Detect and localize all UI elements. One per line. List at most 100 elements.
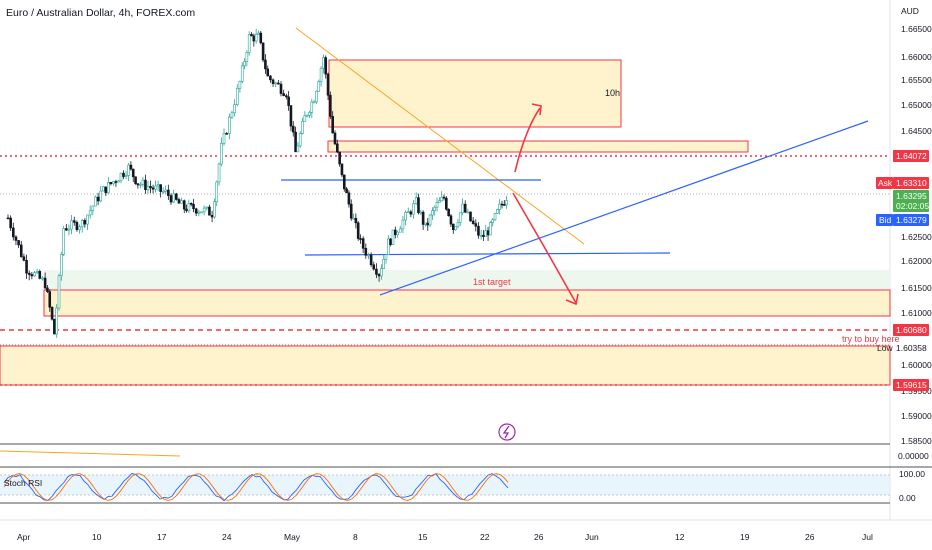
candle [33, 272, 36, 277]
candle [149, 186, 152, 189]
first-target-zone [43, 289, 891, 317]
candle [428, 214, 432, 226]
candle [414, 197, 418, 204]
candle [129, 164, 133, 170]
candle [208, 206, 211, 216]
candle [127, 164, 130, 176]
candle [30, 274, 34, 277]
stoch-tick-100: 100.00 [899, 469, 925, 479]
tag-160680: 1.60680 [893, 324, 929, 336]
candle [131, 168, 135, 178]
candle [119, 172, 123, 182]
candle [109, 182, 113, 185]
indicator-tick: 0.00000 [898, 451, 929, 461]
stoch-tick-0: 0.00 [899, 493, 916, 503]
candle [482, 234, 485, 237]
candle [180, 200, 183, 204]
candle [458, 212, 462, 223]
candle [361, 238, 365, 249]
candle [200, 211, 203, 214]
candle [46, 287, 49, 292]
date-label: Apr [17, 532, 30, 542]
candle [22, 256, 26, 261]
candle [454, 226, 457, 231]
candle [369, 254, 373, 266]
candle [41, 277, 44, 280]
tag-last-price: 1.63295 02:02:05 [893, 190, 929, 212]
date-label: Jul [862, 532, 873, 542]
candle [261, 42, 265, 61]
candle [469, 211, 472, 222]
candle [225, 133, 228, 135]
price-tick: 1.59000 [901, 411, 932, 421]
candle [169, 195, 173, 203]
candle [474, 223, 478, 227]
candle [377, 274, 381, 277]
candle [359, 238, 362, 240]
lightning-icon[interactable] [498, 423, 516, 441]
candle [305, 114, 309, 117]
candle [19, 244, 23, 258]
candle [43, 277, 47, 289]
candle [235, 88, 239, 106]
candle [419, 211, 423, 214]
candle [451, 223, 455, 231]
zone-10h-label: 10h [605, 88, 620, 98]
stoch-d-line [3, 473, 509, 501]
candle [94, 196, 97, 207]
date-label: 12 [675, 532, 685, 542]
candle [486, 230, 490, 236]
svg-text:02:02:05: 02:02:05 [896, 201, 929, 211]
candle [269, 75, 272, 81]
date-label: Jun [585, 532, 599, 542]
svg-text:1.63310: 1.63310 [896, 178, 927, 188]
candle [303, 115, 307, 122]
candle [445, 197, 448, 210]
candle [80, 220, 84, 228]
candle [296, 145, 300, 153]
first-target-label: 1st target [473, 277, 511, 287]
bullish-arrow-head [531, 103, 542, 116]
candle [124, 175, 128, 177]
candle [220, 143, 223, 165]
candle [336, 143, 339, 153]
candle [349, 203, 353, 219]
candle [65, 228, 68, 231]
date-axis[interactable]: Apr 10 17 24 May 8 15 22 26 Jun 12 19 26… [17, 532, 873, 542]
candle [156, 184, 160, 187]
candle [154, 185, 157, 190]
candle [250, 34, 253, 37]
candle [382, 258, 386, 269]
date-label: 22 [480, 532, 490, 542]
candle [48, 291, 52, 308]
stoch-k-line [3, 472, 509, 502]
candle [134, 176, 137, 184]
candle [333, 132, 337, 145]
candle [284, 95, 288, 98]
candle [27, 272, 31, 275]
stoch-band [0, 475, 890, 495]
candle [187, 203, 191, 212]
candle [271, 79, 275, 84]
first-target-green-zone [44, 270, 890, 290]
candle [75, 222, 79, 230]
candle [9, 217, 12, 229]
candle [205, 206, 209, 209]
candle [289, 105, 293, 127]
candle [86, 214, 89, 225]
candle [185, 208, 188, 212]
candle [243, 61, 246, 67]
candle [72, 220, 76, 223]
candle [331, 116, 334, 134]
candle [67, 228, 71, 231]
candle [312, 101, 316, 104]
candle [389, 238, 392, 245]
candle [240, 65, 244, 82]
candle [57, 275, 61, 309]
candle [433, 206, 437, 211]
date-label: 26 [805, 532, 815, 542]
candle [352, 217, 355, 220]
price-tick: 1.65000 [901, 100, 932, 110]
bearish-arrow-head [565, 293, 579, 306]
